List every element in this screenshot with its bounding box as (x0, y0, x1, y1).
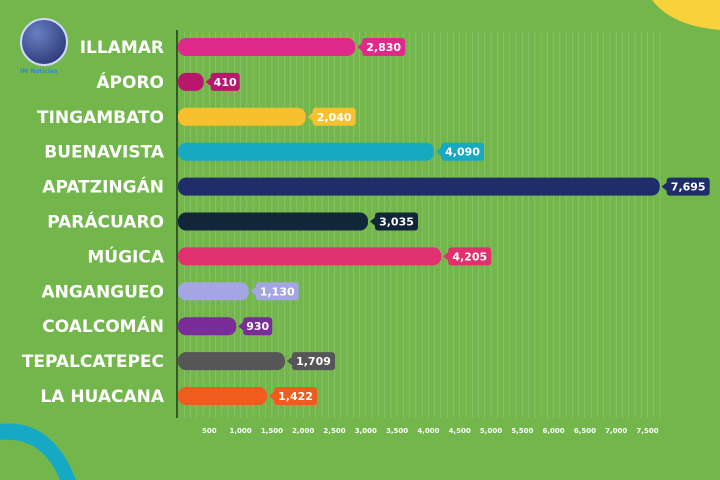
x-tick-label: 4,500 (449, 427, 471, 435)
value-label-box (666, 177, 710, 196)
bar (178, 282, 249, 301)
logo (20, 18, 68, 66)
decorative-circle-top-right (652, 0, 720, 30)
value-label-box (362, 38, 406, 56)
value-label: 4,090 (445, 146, 480, 159)
value-label-box (374, 212, 418, 231)
category-label: MÚGICA (87, 245, 164, 267)
value-label-pointer (286, 356, 293, 367)
category-label: APATZINGÁN (42, 176, 164, 198)
x-tick-label: 1,000 (230, 427, 252, 435)
x-tick-label: 5,500 (511, 427, 533, 435)
x-tick-label: 3,500 (386, 427, 408, 435)
x-tick-label: 7,000 (605, 427, 627, 435)
x-tick-label: 2,000 (292, 427, 314, 435)
value-label-box (255, 282, 299, 301)
category-label: LA HUACANA (40, 387, 164, 407)
value-label: 7,695 (671, 181, 706, 194)
value-label-box (243, 317, 273, 336)
x-tick-label: 6,000 (543, 427, 565, 435)
logo-text: IM Noticias (20, 68, 58, 75)
category-label: ILLAMAR (80, 38, 164, 58)
x-tick-label: 5,000 (480, 427, 502, 435)
bar (178, 247, 442, 266)
value-label: 1,130 (260, 285, 295, 298)
value-label: 930 (246, 320, 269, 333)
value-label-box (441, 142, 485, 161)
category-label: COALCOMÁN (42, 315, 164, 337)
value-label-box (274, 387, 318, 405)
category-label: PARÁCUARO (47, 211, 164, 233)
bar (178, 212, 368, 231)
value-label: 1,709 (296, 355, 331, 368)
value-label-box (210, 72, 240, 91)
x-tick-label: 1,500 (261, 427, 283, 435)
x-tick-label: 7,500 (636, 427, 658, 435)
x-tick-label: 2,500 (323, 427, 345, 435)
x-tick-label: 4,000 (417, 427, 439, 435)
bar (178, 317, 237, 336)
value-label: 3,035 (379, 216, 414, 229)
bar (178, 177, 660, 196)
value-label-pointer (250, 286, 257, 297)
value-label: 2,040 (317, 111, 352, 124)
value-label: 1,422 (278, 390, 313, 403)
value-label-pointer (307, 111, 314, 122)
value-label-pointer (436, 146, 443, 157)
value-label-pointer (269, 391, 276, 401)
bar (178, 352, 285, 371)
x-tick-label: 500 (202, 427, 217, 435)
value-label: 410 (214, 76, 237, 89)
value-label-pointer (369, 216, 376, 227)
x-tick-label: 6,500 (574, 427, 596, 435)
category-label: BUENAVISTA (44, 143, 165, 163)
value-label: 4,205 (452, 250, 487, 263)
bar (178, 387, 268, 405)
value-label-box (448, 247, 492, 266)
value-label-pointer (443, 251, 450, 262)
bar (178, 142, 435, 161)
value-label-pointer (238, 321, 245, 332)
category-label: ANGANGUEO (41, 282, 164, 302)
value-label-pointer (661, 181, 668, 192)
value-label-pointer (205, 76, 212, 87)
value-label-pointer (357, 42, 364, 52)
bar (178, 107, 306, 126)
category-label: TINGAMBATO (37, 108, 164, 128)
bar (178, 72, 204, 91)
bar (178, 38, 356, 56)
value-label: 2,830 (366, 41, 401, 54)
decorative-arc-bottom-left (0, 423, 76, 480)
x-tick-label: 3,000 (355, 427, 377, 435)
category-label: ÁPORO (96, 71, 164, 93)
value-label-box (312, 107, 356, 126)
category-label: TEPALCATEPEC (22, 352, 164, 372)
value-label-box (291, 352, 335, 371)
